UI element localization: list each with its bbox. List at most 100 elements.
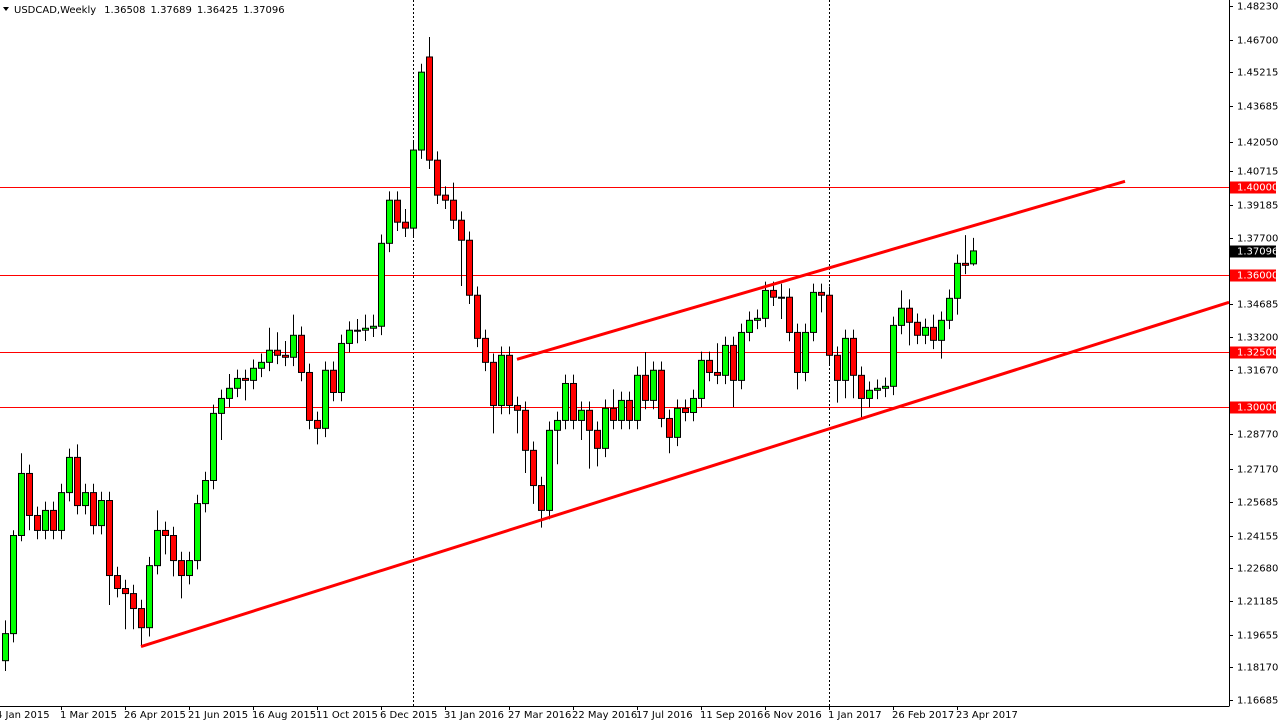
candle-body <box>426 56 433 161</box>
candle-body <box>898 307 905 326</box>
candle-body <box>346 329 353 344</box>
candle-body <box>842 337 849 381</box>
candle-body <box>202 479 209 505</box>
y-tick-label: 1.31670 <box>1237 366 1278 377</box>
candle-body <box>610 407 617 421</box>
x-tick-label: 27 Mar 2016 <box>508 710 571 721</box>
candle-body <box>930 326 937 341</box>
candle-body <box>114 575 121 590</box>
chart-title: USDCAD,Weekly <box>14 5 96 16</box>
y-tick-label: 1.45215 <box>1237 68 1278 79</box>
candle-body <box>178 560 185 577</box>
y-tick-label: 1.37700 <box>1237 234 1278 245</box>
candle-body <box>778 296 785 299</box>
candle-body <box>882 385 889 389</box>
candle-body <box>218 397 225 414</box>
candle-body <box>338 342 345 393</box>
candle-body <box>906 307 913 323</box>
candle-body <box>98 500 105 527</box>
candle-body <box>242 377 249 381</box>
candle-body <box>498 354 505 406</box>
y-tick-label: 1.19655 <box>1237 631 1278 642</box>
candle-body <box>450 199 457 221</box>
candle-body <box>66 456 73 494</box>
candle-body <box>714 371 721 376</box>
candle-body <box>970 250 977 265</box>
candle-body <box>74 456 81 507</box>
symbol-menu-icon[interactable] <box>3 7 9 11</box>
candle-body <box>738 331 745 381</box>
candle-body <box>570 382 577 421</box>
candle-body <box>106 500 113 577</box>
header-high: 1.37689 <box>151 5 192 16</box>
candle-body <box>258 361 265 369</box>
candle-body <box>642 374 649 401</box>
x-tick-label: 1 Jan 2017 <box>828 710 882 721</box>
last-price-box <box>1230 245 1276 258</box>
candle-body <box>690 397 697 414</box>
candle-body <box>762 289 769 319</box>
candle-body <box>890 324 897 387</box>
candle-body <box>594 429 601 449</box>
candle-body <box>394 199 401 223</box>
candle-body <box>530 449 537 487</box>
candle-body <box>466 239 473 296</box>
candle-body <box>322 369 329 429</box>
candle-body <box>490 361 497 406</box>
candle-body <box>874 387 881 391</box>
candle-body <box>434 159 441 196</box>
trendline <box>516 179 1126 361</box>
candle-body <box>154 529 161 567</box>
candle-body <box>442 194 449 201</box>
candle-body <box>666 417 673 438</box>
y-tick-label: 1.18170 <box>1237 663 1278 674</box>
candle-body <box>546 429 553 511</box>
header-close: 1.37096 <box>243 5 284 16</box>
candle-body <box>138 608 145 629</box>
candle-body <box>50 509 57 531</box>
candle-body <box>362 327 369 331</box>
candle-body <box>514 404 521 411</box>
header-low: 1.36425 <box>197 5 238 16</box>
candle-body <box>58 492 65 531</box>
y-tick-label: 1.27170 <box>1237 465 1278 476</box>
candle-body <box>810 291 817 333</box>
candle-body <box>674 407 681 438</box>
candle-body <box>146 565 153 629</box>
x-tick-label: 11 Sep 2016 <box>700 710 763 721</box>
candle-body <box>658 369 665 419</box>
candle-body <box>82 492 89 507</box>
candle-body <box>650 369 657 401</box>
y-tick-label: 1.42050 <box>1237 138 1278 149</box>
candle-body <box>266 349 273 363</box>
candle-body <box>858 374 865 399</box>
candle-body <box>618 399 625 421</box>
candle-body <box>826 294 833 356</box>
last-price-label: 1.37096 <box>1237 247 1278 258</box>
level-box <box>1230 181 1276 194</box>
candle-body <box>914 321 921 336</box>
candle-body <box>754 317 761 321</box>
x-tick-label: 31 Jan 2016 <box>444 710 504 721</box>
candle-body <box>706 359 713 373</box>
level-box <box>1230 401 1276 414</box>
candle-body <box>946 297 953 321</box>
candle-body <box>794 331 801 373</box>
candle-body <box>330 369 337 393</box>
candle-body <box>370 325 377 329</box>
candle-body <box>730 344 737 381</box>
x-tick-label: 21 Jun 2015 <box>188 710 248 721</box>
x-tick-label: 4 Jan 2015 <box>0 710 50 721</box>
candle-body <box>234 377 241 389</box>
candle-body <box>786 296 793 333</box>
candle-body <box>522 409 529 451</box>
y-tick-label: 1.40715 <box>1237 167 1278 178</box>
candle-body <box>506 354 513 406</box>
x-tick-label: 22 May 2016 <box>572 710 637 721</box>
x-tick-label: 6 Dec 2015 <box>380 710 438 721</box>
candle-body <box>562 382 569 421</box>
x-tick-label: 6 Nov 2016 <box>764 710 822 721</box>
plot-area <box>0 0 1229 706</box>
